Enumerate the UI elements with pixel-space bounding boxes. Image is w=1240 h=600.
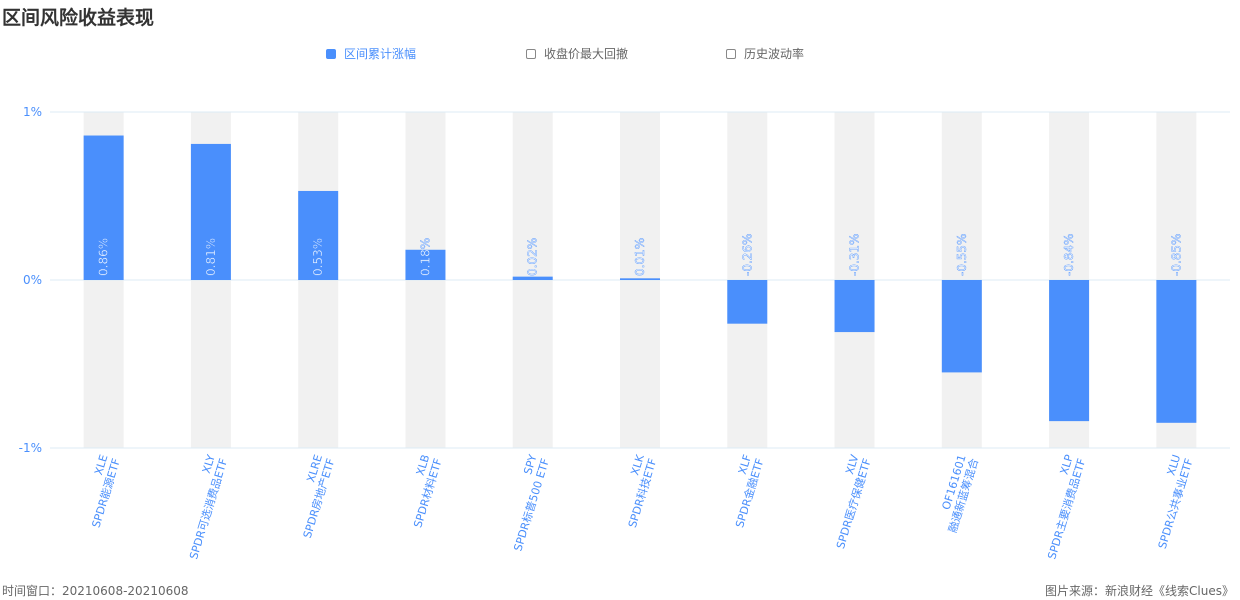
category-code: XLU	[1165, 453, 1184, 477]
legend-checkbox-icon	[726, 48, 736, 59]
bar-value-label: 0.02%	[526, 238, 540, 276]
category-code: XLK	[628, 452, 647, 477]
x-category-label: XLFSPDR金融ETF	[721, 453, 767, 529]
time-window-note: 时间窗口：20210608-20210608	[2, 584, 189, 598]
bar-value-label: 0.86%	[97, 238, 111, 276]
bar-value-label: 0.81%	[204, 238, 218, 276]
bar-value-label: 0.18%	[418, 238, 432, 276]
legend-item-cumulative-return[interactable]: 区间累计涨幅	[326, 45, 416, 62]
bar-value-label: -0.26%	[740, 234, 754, 276]
category-code: XLB	[414, 453, 433, 477]
x-category-label: XLVSPDR医疗保健ETF	[822, 453, 874, 551]
x-category-label: XLESPDR能源ETF	[77, 453, 123, 529]
category-code: SPY	[521, 453, 539, 476]
category-code: XLF	[736, 453, 754, 476]
x-category-label: XLBSPDR材料ETF	[399, 453, 445, 529]
legend-item-max-drawdown[interactable]: 收盘价最大回撤	[526, 45, 628, 62]
bar	[1049, 280, 1090, 422]
legend-checkbox-icon	[526, 48, 536, 59]
bar-value-label: -0.84%	[1062, 234, 1076, 276]
bar	[727, 280, 768, 324]
category-code: XLP	[1058, 453, 1076, 477]
y-tick-label: -1%	[19, 441, 42, 455]
x-category-label: XLUSPDR公共事业ETF	[1143, 453, 1195, 550]
y-tick-label: 0%	[23, 273, 42, 287]
x-category-label: OF161601融通新蓝筹混合	[934, 453, 981, 534]
category-code: XLE	[92, 453, 110, 477]
bar-chart: 1% 0% -1% 0.86% XLESPDR能源ETF 0.81% XLYSPDR可选消费…	[19, 105, 1230, 561]
category-code: XLV	[843, 453, 861, 476]
legend-label: 历史波动率	[744, 47, 805, 61]
legend-item-volatility[interactable]: 历史波动率	[726, 45, 804, 62]
bar	[941, 280, 982, 373]
x-category-label: SPYSPDR标普500 ETF	[499, 453, 552, 553]
legend-label: 区间累计涨幅	[344, 47, 417, 61]
bar	[834, 280, 875, 333]
bar-value-label: 0.53%	[311, 238, 325, 276]
bar	[1156, 280, 1197, 423]
bar-value-label: -0.85%	[1169, 234, 1183, 276]
bar	[405, 249, 446, 280]
category-code: XLY	[200, 453, 218, 475]
x-category-label: XLPSPDR主要消费品ETF	[1033, 453, 1089, 561]
bar	[83, 135, 124, 280]
legend-label: 收盘价最大回撤	[544, 47, 629, 61]
bar	[620, 278, 660, 280]
bar	[190, 143, 231, 280]
bar-value-label: -0.31%	[848, 234, 862, 276]
chart-legend: 区间累计涨幅 收盘价最大回撤 历史波动率	[0, 45, 1240, 63]
bar-value-label: 0.01%	[633, 238, 647, 276]
bar	[298, 190, 339, 280]
bar-value-label: -0.55%	[955, 234, 969, 276]
x-category-label: XLYSPDR可选消费品ETF	[175, 453, 231, 561]
x-category-label: XLRESPDR房地产ETF	[288, 453, 337, 540]
bar	[512, 276, 553, 280]
legend-checkbox-icon	[326, 48, 336, 59]
y-tick-label: 1%	[23, 105, 42, 119]
image-source-note: 图片来源：新浪财经《线索Clues》	[1045, 584, 1234, 598]
x-category-label: XLKSPDR科技ETF	[613, 452, 659, 529]
page-title: 区间风险收益表现	[2, 7, 155, 29]
